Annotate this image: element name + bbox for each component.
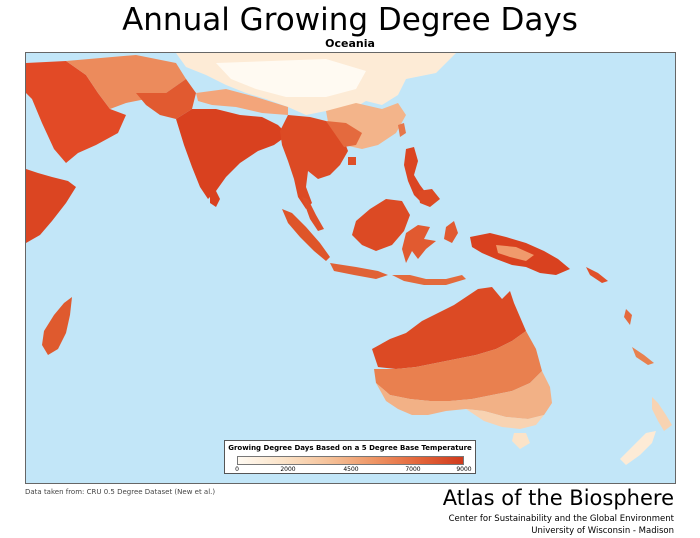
legend-tick-7000: 7000	[405, 466, 421, 473]
region-arabia	[26, 61, 126, 163]
region-sulawesi	[402, 225, 436, 263]
legend-title: Growing Degree Days Based on a 5 Degree …	[228, 444, 472, 452]
region-horn-of-africa	[26, 169, 76, 243]
region-taiwan	[398, 123, 406, 137]
region-tibet	[216, 59, 366, 97]
university-name: University of Wisconsin - Madison	[531, 526, 674, 536]
region-new-guinea-highlands	[496, 245, 534, 261]
region-india	[176, 109, 288, 199]
center-name: Center for Sustainability and the Global…	[448, 514, 674, 524]
region-madagascar	[42, 297, 72, 355]
region-new-zealand-north	[652, 397, 672, 431]
region-pakistan	[136, 79, 196, 119]
region-hainan	[348, 157, 356, 165]
region-himalaya	[196, 89, 288, 115]
region-vanuatu	[624, 309, 632, 325]
region-solomon-islands	[586, 267, 608, 283]
region-sri-lanka	[210, 191, 220, 207]
region-new-zealand-south	[620, 431, 656, 465]
map-canvas[interactable]	[25, 52, 676, 484]
data-source-note: Data taken from: CRU 0.5 Degree Dataset …	[25, 488, 216, 496]
map-subtitle: Oceania	[325, 37, 375, 50]
legend: Growing Degree Days Based on a 5 Degree …	[224, 440, 476, 474]
legend-tick-2000: 2000	[280, 466, 296, 473]
legend-tick-0: 0	[235, 466, 239, 473]
region-australia-north	[372, 287, 526, 369]
region-australia-south	[376, 371, 552, 419]
region-australia-southeast	[466, 409, 544, 429]
legend-tick-4500: 4500	[343, 466, 359, 473]
map-svg	[26, 53, 675, 483]
map-title: Annual Growing Degree Days	[122, 2, 578, 38]
region-indochina	[280, 115, 348, 209]
region-malay-peninsula	[302, 197, 324, 231]
region-java	[330, 263, 388, 279]
region-australia-central	[374, 331, 542, 401]
region-philippines	[404, 147, 426, 203]
legend-tick-9000: 9000	[456, 466, 472, 473]
region-borneo	[352, 199, 410, 251]
region-new-caledonia	[632, 347, 654, 365]
region-south-china-coast	[326, 121, 362, 147]
region-lesser-sunda	[392, 275, 466, 285]
region-tasmania	[512, 433, 530, 449]
legend-color-bar	[237, 456, 464, 465]
region-moluccas	[444, 221, 458, 243]
atlas-title: Atlas of the Biosphere	[442, 486, 674, 510]
region-sumatra	[282, 209, 330, 261]
region-mindanao	[418, 189, 440, 207]
